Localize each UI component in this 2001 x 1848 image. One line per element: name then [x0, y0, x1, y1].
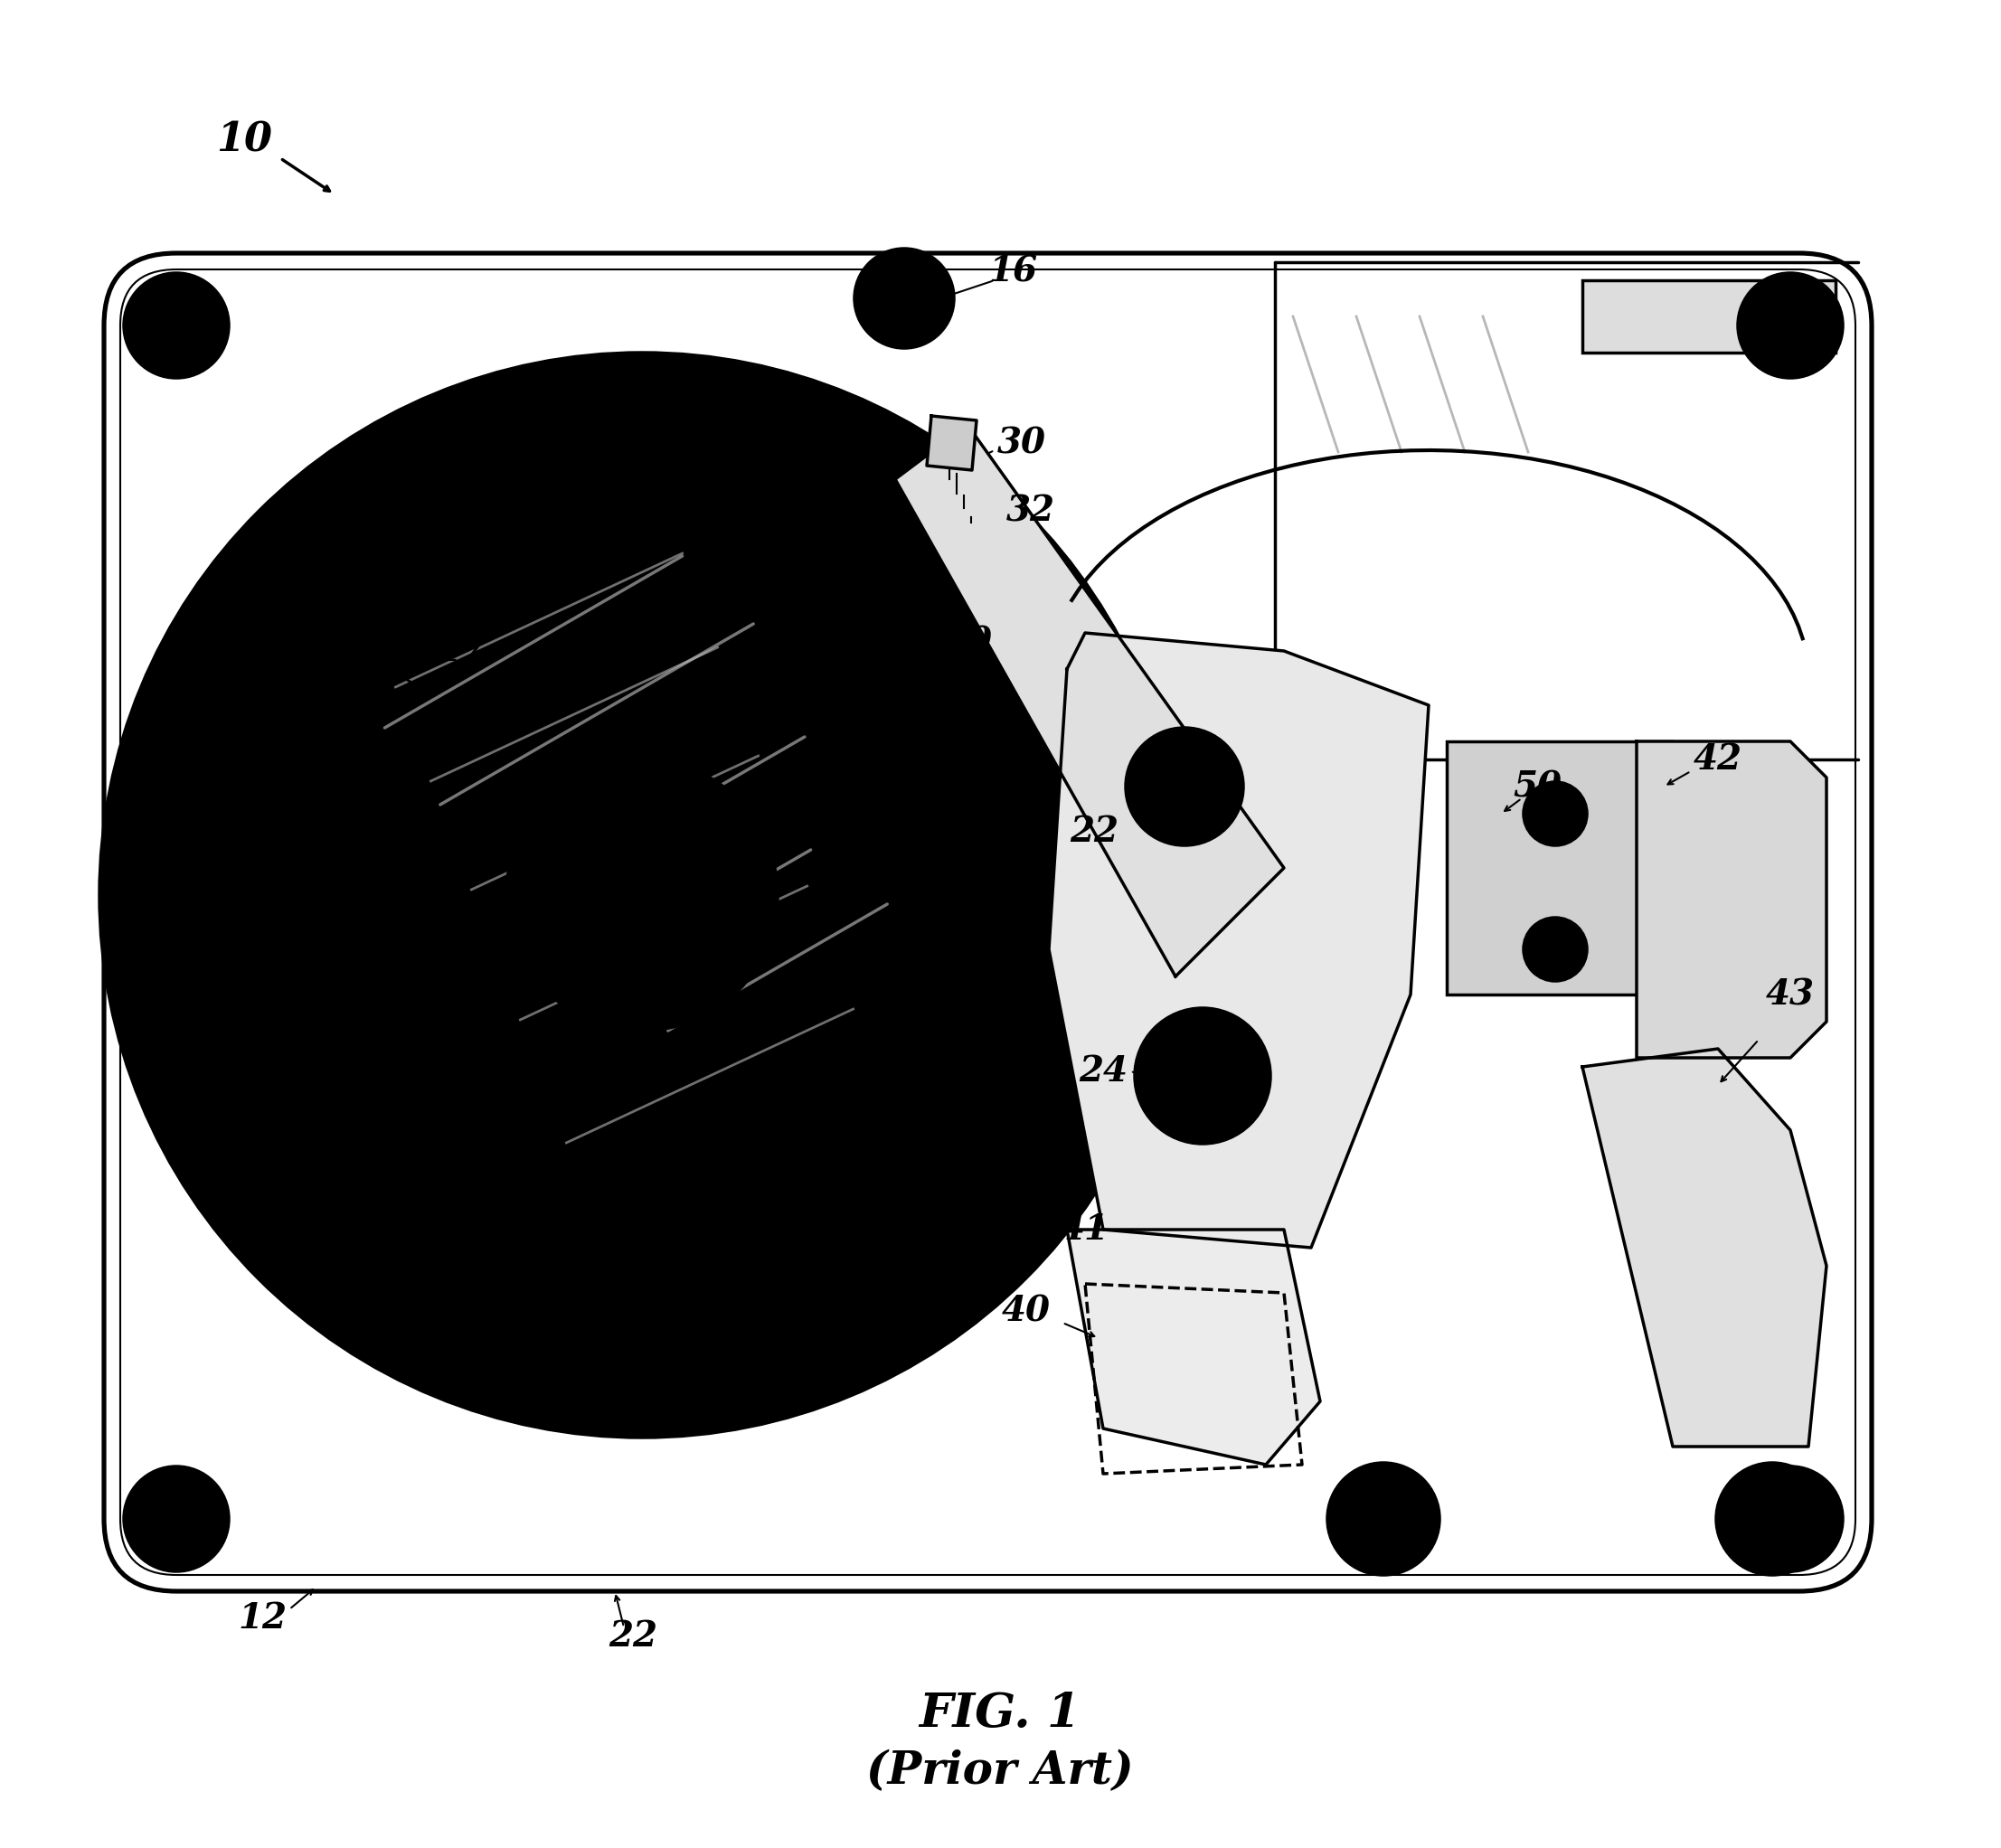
Text: 22: 22 — [608, 1619, 658, 1654]
Text: 41: 41 — [1061, 1212, 1109, 1247]
Circle shape — [888, 283, 920, 314]
Circle shape — [124, 274, 228, 379]
Text: 22: 22 — [1071, 815, 1119, 848]
Text: 10: 10 — [216, 120, 272, 159]
Text: 20: 20 — [942, 625, 992, 660]
Text: 42: 42 — [1693, 743, 1743, 776]
Circle shape — [1773, 307, 1809, 344]
Text: FIG. 1: FIG. 1 — [918, 1691, 1081, 1737]
Polygon shape — [894, 425, 1285, 976]
Circle shape — [872, 266, 936, 331]
Circle shape — [1327, 1464, 1439, 1574]
Polygon shape — [1637, 741, 1827, 1057]
Text: (Prior Art): (Prior Art) — [866, 1750, 1135, 1794]
Circle shape — [1753, 1499, 1793, 1539]
Circle shape — [1537, 796, 1573, 832]
Text: 43: 43 — [1767, 978, 1815, 1011]
Text: 14: 14 — [572, 841, 620, 876]
Circle shape — [1345, 1480, 1421, 1556]
Text: 40: 40 — [1003, 1294, 1051, 1329]
Circle shape — [1739, 1467, 1843, 1571]
Text: 12: 12 — [238, 1600, 286, 1635]
Circle shape — [1757, 1484, 1825, 1554]
Circle shape — [158, 307, 194, 344]
Circle shape — [854, 249, 954, 347]
FancyBboxPatch shape — [104, 253, 1871, 1591]
Polygon shape — [1049, 632, 1429, 1247]
Circle shape — [1147, 748, 1223, 824]
Circle shape — [1157, 1031, 1249, 1122]
Circle shape — [1135, 1007, 1271, 1144]
Circle shape — [624, 878, 660, 913]
Circle shape — [158, 1501, 194, 1538]
Circle shape — [1523, 918, 1587, 981]
Circle shape — [1537, 931, 1573, 967]
Circle shape — [506, 760, 778, 1031]
Circle shape — [1127, 728, 1243, 845]
Polygon shape — [1067, 1229, 1321, 1465]
Text: 50: 50 — [1513, 769, 1561, 804]
Text: 24: 24 — [1079, 1053, 1127, 1088]
Bar — [1447, 741, 1673, 994]
Text: 16: 16 — [988, 253, 1037, 288]
Text: 32: 32 — [1007, 493, 1055, 529]
Polygon shape — [1583, 1050, 1827, 1447]
Circle shape — [1773, 1501, 1809, 1538]
Circle shape — [1735, 1480, 1811, 1556]
Circle shape — [1363, 1499, 1403, 1539]
Circle shape — [1717, 1464, 1829, 1574]
Circle shape — [1739, 274, 1843, 379]
Polygon shape — [926, 416, 976, 469]
Text: 30: 30 — [996, 425, 1047, 460]
Text: 29: 29 — [862, 434, 910, 469]
Text: 17: 17 — [436, 634, 486, 669]
Circle shape — [600, 854, 682, 935]
Circle shape — [442, 697, 840, 1094]
Circle shape — [142, 292, 210, 360]
Circle shape — [1523, 782, 1587, 845]
Bar — [1583, 281, 1835, 353]
Circle shape — [124, 1467, 228, 1571]
Circle shape — [1757, 292, 1825, 360]
Circle shape — [142, 1484, 210, 1554]
Circle shape — [100, 353, 1185, 1438]
